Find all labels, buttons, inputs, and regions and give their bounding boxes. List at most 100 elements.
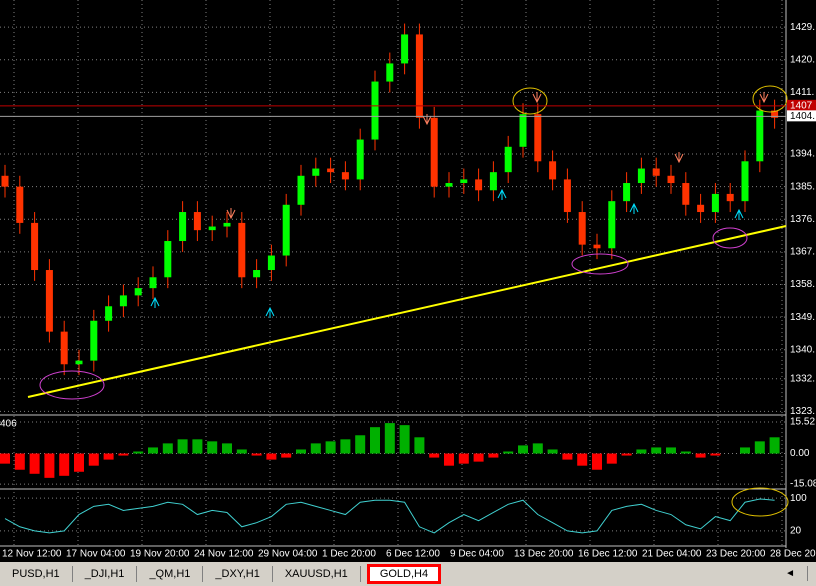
- histogram-bar: [562, 453, 573, 460]
- x-tick-label: 13 Dec 20:00: [514, 549, 574, 560]
- chart: 1429. 1420. 1411. 1394. 1385. 1376. 1367. 1358.…: [0, 0, 816, 562]
- histogram-bar: [370, 427, 380, 454]
- histogram-bar: [488, 453, 499, 458]
- candle-body: [1, 175, 9, 187]
- histogram-bar: [192, 439, 203, 454]
- histogram-bar: [162, 443, 173, 454]
- scroll-arrow[interactable]: ◄: [773, 566, 808, 581]
- histogram-bar: [74, 453, 84, 472]
- candle-body: [682, 183, 690, 205]
- candle-body: [179, 212, 187, 242]
- y-tick-label: 1420.: [790, 54, 815, 65]
- tab[interactable]: _QM,H1: [137, 566, 204, 582]
- candle-body: [267, 255, 275, 271]
- histogram-bar: [59, 453, 70, 476]
- histogram-bar: [547, 449, 558, 454]
- candle-body: [297, 175, 305, 205]
- tab-bar: PUSD,H1 _DJI,H1 _QM,H1 _DXY,H1 XAUUSD,H1 GOLD…: [0, 562, 816, 586]
- y-tick-label: -15.08: [790, 479, 816, 490]
- candle-body: [341, 172, 349, 180]
- x-tick-label: 21 Dec 04:00: [642, 549, 702, 560]
- histogram-bar: [355, 435, 366, 454]
- x-tick-label: 23 Dec 20:00: [706, 549, 766, 560]
- histogram-bar: [518, 445, 528, 454]
- candle-body: [223, 222, 231, 227]
- candle-body: [193, 212, 201, 231]
- candle-body: [593, 244, 601, 249]
- candle-body: [563, 179, 571, 213]
- tab[interactable]: PUSD,H1: [0, 566, 73, 582]
- candle-body: [119, 295, 127, 307]
- candle-body: [149, 277, 157, 289]
- histogram-bar: [532, 443, 543, 454]
- candle-body: [415, 34, 423, 118]
- candle-body: [711, 193, 719, 213]
- histogram-bar: [384, 423, 395, 454]
- y-tick-label: 0.00: [790, 448, 810, 459]
- candle-body: [90, 320, 98, 361]
- histogram-bar: [414, 437, 425, 454]
- histogram-bar: [310, 443, 321, 454]
- highlight: [752, 85, 788, 113]
- candle-body: [549, 161, 557, 180]
- up-arrows: [150, 188, 744, 318]
- y-tick-label: 1376.: [790, 214, 815, 225]
- histogram-bar: [429, 453, 440, 458]
- y-tick-label: 1367.: [790, 247, 815, 258]
- histogram-bar: [44, 453, 55, 478]
- candle-body: [445, 183, 453, 187]
- y-tick-label: 1385.: [790, 181, 815, 192]
- candle-body: [45, 270, 53, 332]
- histogram-bar: [0, 453, 10, 464]
- candle-body: [164, 241, 172, 278]
- histogram-bar: [29, 453, 40, 474]
- candle-body: [208, 226, 216, 231]
- histogram-bar: [680, 451, 691, 454]
- alert-box: [787, 99, 816, 111]
- histogram-bar: [444, 453, 454, 466]
- x-tick-label: 17 Nov 04:00: [66, 549, 126, 560]
- candle-body: [578, 212, 586, 245]
- x-tick-label: 12 Nov 12:00: [2, 549, 62, 560]
- y-tick-label: 1340.: [790, 344, 815, 355]
- candle-body: [756, 110, 764, 162]
- candle-body: [652, 168, 660, 176]
- candle-body: [134, 288, 142, 296]
- candle-body: [60, 331, 68, 365]
- candle-body: [16, 186, 24, 223]
- y-tick-label: 1429.: [790, 22, 815, 33]
- y-tick-label: 1349.: [790, 312, 815, 323]
- histogram-bar: [148, 447, 158, 454]
- histogram-bar: [340, 439, 351, 454]
- down-arrows: [226, 92, 769, 220]
- histogram-bar: [296, 449, 306, 454]
- oscillator-line: [4, 498, 775, 534]
- candle-body: [253, 270, 261, 278]
- highlight: [571, 253, 629, 275]
- x-tick-label: 19 Nov 20:00: [130, 549, 190, 560]
- candle-body: [105, 306, 113, 321]
- candle-body: [356, 139, 364, 180]
- tab[interactable]: GOLD,H4: [366, 564, 442, 584]
- trendline: [27, 225, 787, 398]
- candle-body: [327, 168, 335, 173]
- histogram-bar: [118, 453, 129, 456]
- histogram-bar: [399, 425, 410, 454]
- candle-body: [430, 117, 438, 187]
- highlight: [731, 487, 789, 517]
- candle-body: [75, 360, 83, 365]
- x-tick-label: 28 Dec 20:00: [770, 549, 816, 560]
- candle-body: [637, 168, 645, 184]
- background: [0, 0, 816, 562]
- tab[interactable]: XAUUSD,H1: [273, 566, 361, 582]
- candle-body: [519, 114, 527, 147]
- histogram-bar: [769, 437, 780, 454]
- histogram-bar: [606, 453, 617, 464]
- tab[interactable]: _DXY,H1: [203, 566, 273, 582]
- tab[interactable]: _DJI,H1: [73, 566, 138, 582]
- candle-body: [282, 204, 290, 256]
- candle-body: [460, 179, 468, 184]
- candle-body: [741, 161, 749, 202]
- x-tick-label: 1 Dec 20:00: [322, 549, 376, 560]
